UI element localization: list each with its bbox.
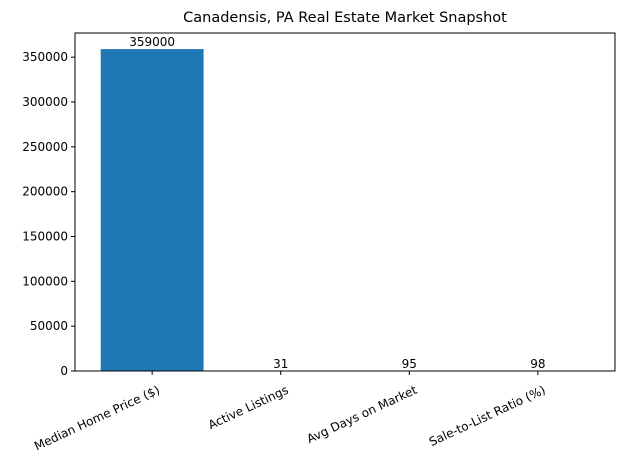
y-tick-label: 0 <box>60 364 68 378</box>
y-tick-label: 250000 <box>22 140 68 154</box>
value-label: 359000 <box>129 35 175 49</box>
bar <box>101 49 204 371</box>
x-tick-label: Active Listings <box>206 383 291 432</box>
value-label: 95 <box>402 357 417 371</box>
value-label: 98 <box>530 357 545 371</box>
x-tick-label: Median Home Price ($) <box>32 383 162 454</box>
y-tick-label: 150000 <box>22 229 68 243</box>
chart-title: Canadensis, PA Real Estate Market Snapsh… <box>183 10 507 26</box>
y-tick-label: 350000 <box>22 50 68 64</box>
y-tick-label: 200000 <box>22 185 68 199</box>
x-tick-label: Sale-to-List Ratio (%) <box>427 383 548 449</box>
x-tick-label: Avg Days on Market <box>305 383 420 446</box>
y-tick-label: 50000 <box>30 319 68 333</box>
y-tick-label: 100000 <box>22 274 68 288</box>
value-label: 31 <box>273 357 288 371</box>
y-tick-label: 300000 <box>22 95 68 109</box>
